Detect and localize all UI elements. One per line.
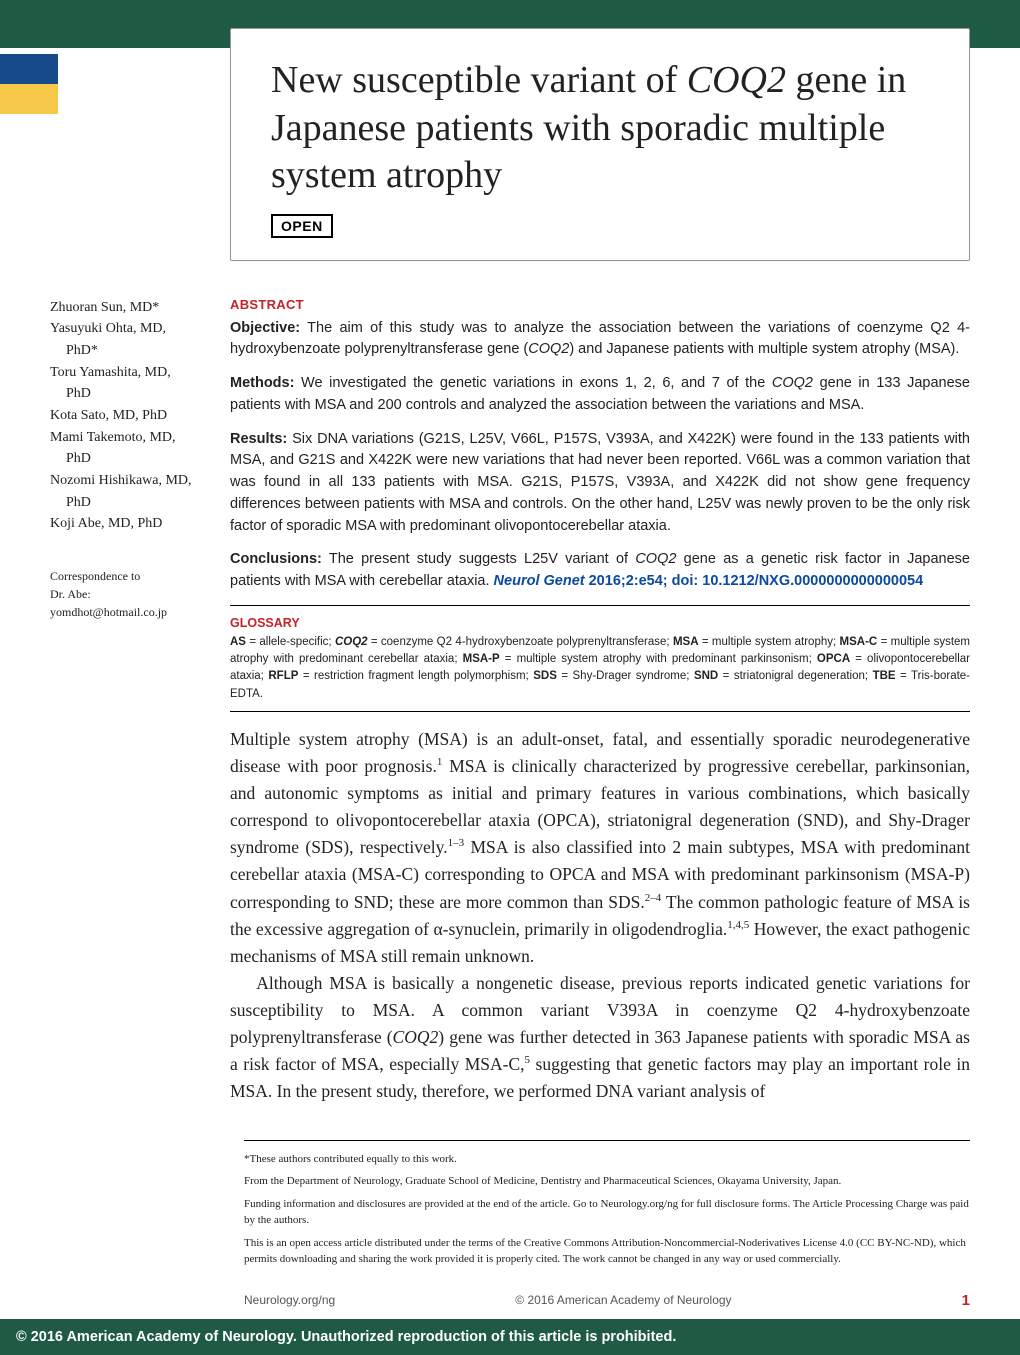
article-title: New susceptible variant of COQ2 gene in … bbox=[271, 57, 929, 200]
content-wrap: Zhuoran Sun, MD*Yasuyuki Ohta, MD,PhD*To… bbox=[0, 297, 1020, 1106]
footer-left[interactable]: Neurology.org/ng bbox=[244, 1293, 335, 1307]
body-para-2: Although MSA is basically a nongenetic d… bbox=[230, 970, 970, 1106]
results-label: Results: bbox=[230, 431, 287, 447]
author-line: Toru Yamashita, MD, bbox=[50, 362, 212, 384]
color-tab bbox=[0, 54, 58, 114]
color-tab-blue bbox=[0, 54, 58, 84]
title-gene: COQ2 bbox=[687, 59, 786, 101]
copyright-bar: © 2016 American Academy of Neurology. Un… bbox=[0, 1319, 1020, 1355]
correspondence-name: Dr. Abe: bbox=[50, 585, 212, 603]
footer-row: Neurology.org/ng © 2016 American Academy… bbox=[0, 1274, 1020, 1317]
footer-center: © 2016 American Academy of Neurology bbox=[515, 1293, 731, 1307]
footnotes: *These authors contributed equally to th… bbox=[244, 1140, 970, 1268]
title-pre: New susceptible variant of bbox=[271, 59, 687, 101]
author-list: Zhuoran Sun, MD*Yasuyuki Ohta, MD,PhD*To… bbox=[50, 297, 212, 536]
author-line: PhD bbox=[50, 383, 212, 405]
objective-label: Objective: bbox=[230, 320, 300, 336]
left-column: Zhuoran Sun, MD*Yasuyuki Ohta, MD,PhD*To… bbox=[50, 297, 230, 1106]
body-text: Multiple system atrophy (MSA) is an adul… bbox=[230, 726, 970, 1106]
abstract-methods: Methods: We investigated the genetic var… bbox=[230, 373, 970, 417]
footnote-1: *These authors contributed equally to th… bbox=[244, 1151, 970, 1168]
citation-doi[interactable]: 2016;2:e54; doi: 10.1212/NXG.00000000000… bbox=[585, 573, 924, 589]
abstract-conclusions: Conclusions: The present study suggests … bbox=[230, 549, 970, 593]
author-line: PhD* bbox=[50, 340, 212, 362]
abstract-block: Objective: The aim of this study was to … bbox=[230, 318, 970, 593]
open-access-badge: OPEN bbox=[271, 214, 333, 238]
citation-journal[interactable]: Neurol Genet bbox=[494, 573, 585, 589]
abstract-heading: ABSTRACT bbox=[230, 297, 970, 312]
author-line: Yasuyuki Ohta, MD, bbox=[50, 318, 212, 340]
methods-text: We investigated the genetic variations i… bbox=[230, 375, 970, 413]
glossary-heading: GLOSSARY bbox=[230, 616, 970, 630]
footnote-4: This is an open access article distribut… bbox=[244, 1235, 970, 1268]
glossary-body: AS = allele-specific; COQ2 = coenzyme Q2… bbox=[230, 634, 970, 703]
rule-1 bbox=[230, 605, 970, 606]
footnote-2: From the Department of Neurology, Gradua… bbox=[244, 1173, 970, 1190]
right-column: ABSTRACT Objective: The aim of this stud… bbox=[230, 297, 970, 1106]
author-line: Koji Abe, MD, PhD bbox=[50, 513, 212, 535]
correspondence-block: Correspondence to Dr. Abe: yomdhot@hotma… bbox=[50, 567, 212, 621]
rule-2 bbox=[230, 711, 970, 712]
body-para-1: Multiple system atrophy (MSA) is an adul… bbox=[230, 726, 970, 970]
author-line: PhD bbox=[50, 492, 212, 514]
methods-label: Methods: bbox=[230, 375, 294, 391]
color-tab-yellow bbox=[0, 84, 58, 114]
author-line: PhD bbox=[50, 448, 212, 470]
author-line: Kota Sato, MD, PhD bbox=[50, 405, 212, 427]
abstract-results: Results: Six DNA variations (G21S, L25V,… bbox=[230, 429, 970, 538]
correspondence-label: Correspondence to bbox=[50, 567, 212, 585]
abstract-objective: Objective: The aim of this study was to … bbox=[230, 318, 970, 362]
title-card: New susceptible variant of COQ2 gene in … bbox=[230, 28, 970, 261]
author-line: Zhuoran Sun, MD* bbox=[50, 297, 212, 319]
conclusions-label: Conclusions: bbox=[230, 551, 322, 567]
footnote-3: Funding information and disclosures are … bbox=[244, 1196, 970, 1229]
page-number: 1 bbox=[962, 1292, 970, 1309]
objective-text: The aim of this study was to analyze the… bbox=[230, 320, 970, 358]
results-text: Six DNA variations (G21S, L25V, V66L, P1… bbox=[230, 431, 970, 534]
correspondence-email[interactable]: yomdhot@hotmail.co.jp bbox=[50, 603, 212, 621]
author-line: Nozomi Hishikawa, MD, bbox=[50, 470, 212, 492]
footnote-rule bbox=[244, 1140, 970, 1141]
author-line: Mami Takemoto, MD, bbox=[50, 427, 212, 449]
